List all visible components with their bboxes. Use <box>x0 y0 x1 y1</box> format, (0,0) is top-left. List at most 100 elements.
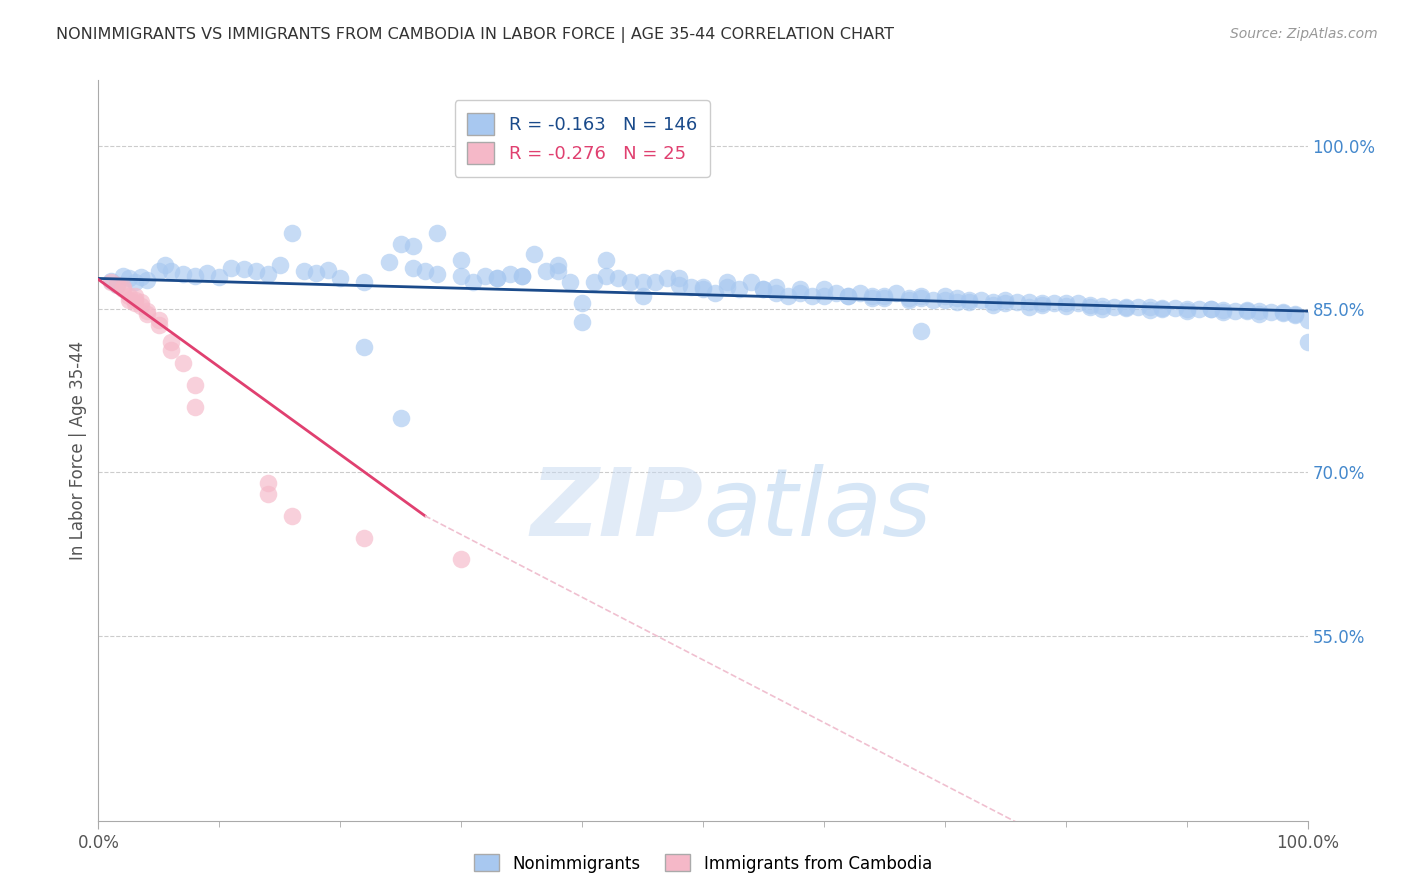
Point <box>1199 301 1222 316</box>
Point <box>595 252 617 267</box>
Point <box>873 289 896 303</box>
Point <box>245 264 267 278</box>
Point <box>1018 300 1040 314</box>
Point <box>474 269 496 284</box>
Point <box>1272 305 1295 319</box>
Point <box>860 289 883 303</box>
Point <box>692 282 714 296</box>
Point <box>1249 304 1271 318</box>
Point <box>353 340 375 354</box>
Point <box>450 252 472 267</box>
Point <box>129 299 152 313</box>
Point <box>837 289 859 303</box>
Point <box>498 267 520 281</box>
Point <box>1152 301 1174 316</box>
Point <box>981 297 1004 311</box>
Point <box>728 282 751 296</box>
Point <box>1284 307 1306 321</box>
Point <box>1078 300 1101 314</box>
Point <box>607 271 630 285</box>
Point <box>704 285 727 300</box>
Point <box>849 285 872 300</box>
Text: atlas: atlas <box>703 464 931 555</box>
Point <box>148 264 170 278</box>
Point <box>740 275 762 289</box>
Point <box>946 291 969 305</box>
Point <box>910 289 932 303</box>
Point <box>1163 301 1185 315</box>
Point <box>111 282 134 296</box>
Point <box>619 275 641 289</box>
Point <box>873 291 896 305</box>
Point <box>1091 299 1114 313</box>
Point <box>353 531 375 545</box>
Y-axis label: In Labor Force | Age 35-44: In Labor Force | Age 35-44 <box>69 341 87 560</box>
Point <box>1175 301 1198 316</box>
Point <box>631 275 654 289</box>
Point <box>644 275 666 289</box>
Point <box>886 285 908 300</box>
Point <box>897 291 920 305</box>
Point <box>184 269 207 284</box>
Point <box>160 264 183 278</box>
Point <box>1175 304 1198 318</box>
Point <box>148 318 170 333</box>
Point <box>402 260 425 275</box>
Point <box>256 267 278 281</box>
Point <box>1102 300 1125 314</box>
Point <box>129 295 152 310</box>
Point <box>1018 295 1040 310</box>
Point <box>1042 296 1064 310</box>
Point <box>752 282 775 296</box>
Point <box>1296 313 1319 327</box>
Point <box>208 270 231 285</box>
Text: NONIMMIGRANTS VS IMMIGRANTS FROM CAMBODIA IN LABOR FORCE | AGE 35-44 CORRELATION: NONIMMIGRANTS VS IMMIGRANTS FROM CAMBODI… <box>56 27 894 43</box>
Point <box>571 315 593 329</box>
Point <box>389 410 412 425</box>
Point <box>100 274 122 288</box>
Point <box>426 267 449 281</box>
Point <box>789 282 811 296</box>
Point <box>668 277 690 292</box>
Point <box>970 293 993 308</box>
Point <box>1139 300 1161 314</box>
Point <box>1115 301 1137 315</box>
Point <box>946 295 969 310</box>
Point <box>957 295 980 310</box>
Text: Source: ZipAtlas.com: Source: ZipAtlas.com <box>1230 27 1378 41</box>
Point <box>153 259 176 273</box>
Point <box>1284 309 1306 323</box>
Point <box>135 272 157 286</box>
Point <box>716 280 738 294</box>
Point <box>934 289 956 303</box>
Point <box>135 304 157 318</box>
Point <box>716 275 738 289</box>
Point <box>910 324 932 338</box>
Point <box>957 293 980 308</box>
Point <box>135 307 157 321</box>
Point <box>124 289 146 303</box>
Point <box>105 277 128 292</box>
Point <box>111 280 134 294</box>
Point <box>981 295 1004 310</box>
Point <box>800 289 823 303</box>
Point <box>655 271 678 285</box>
Point <box>413 264 436 278</box>
Point <box>571 296 593 310</box>
Point <box>679 280 702 294</box>
Point <box>1031 296 1053 310</box>
Point <box>825 285 848 300</box>
Point <box>813 282 835 296</box>
Point <box>184 400 207 414</box>
Point <box>160 343 183 358</box>
Point <box>1078 297 1101 311</box>
Point <box>426 226 449 240</box>
Point <box>118 271 141 285</box>
Point <box>281 226 304 240</box>
Point <box>510 269 533 284</box>
Point <box>486 271 509 285</box>
Point <box>994 293 1017 308</box>
Point <box>921 293 943 308</box>
Point <box>124 296 146 310</box>
Point <box>692 280 714 294</box>
